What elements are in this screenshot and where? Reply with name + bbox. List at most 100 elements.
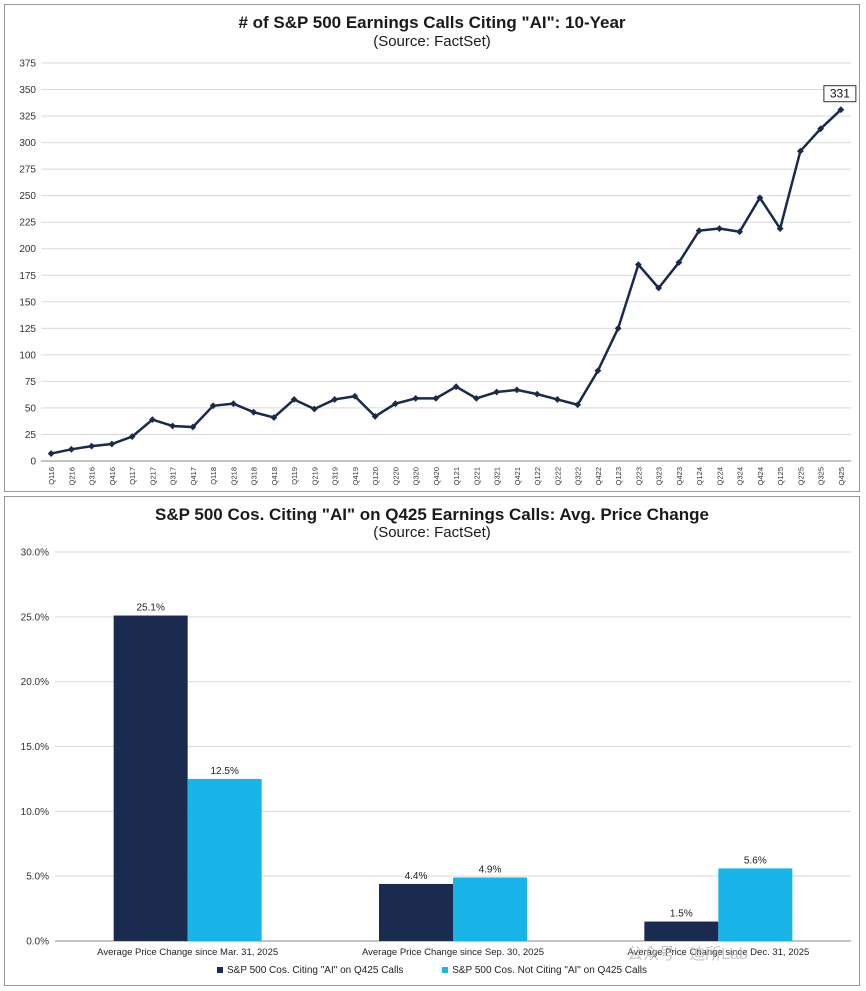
y-tick-label: 200 xyxy=(19,244,36,255)
bar-chart: 0.0% 5.0% 10.0% 15.0% 20.0% 25.0% 30.0% 25.1% 12… xyxy=(21,548,851,958)
x-tick-label: Q422 xyxy=(594,467,603,485)
data-point xyxy=(634,261,642,269)
bar-chart-subtitle: (Source: FactSet) xyxy=(373,524,491,541)
y-tick-label: 0 xyxy=(30,457,36,468)
data-point xyxy=(250,408,258,416)
data-point xyxy=(391,400,399,408)
data-point xyxy=(371,413,379,420)
data-point xyxy=(736,228,744,236)
x-tick-label: Q324 xyxy=(736,467,745,485)
bar-value-label: 12.5% xyxy=(210,766,238,777)
data-point xyxy=(553,396,561,403)
x-category-label: Average Price Change since Sep. 30, 2025 xyxy=(362,947,544,958)
y-tick-label: 100 xyxy=(19,350,36,361)
bar-value-label: 5.6% xyxy=(744,855,767,866)
annotation-box xyxy=(823,85,857,103)
x-tick-label: Q316 xyxy=(88,467,97,485)
x-tick-label: Q124 xyxy=(695,467,704,485)
x-tick-label: Q219 xyxy=(310,467,319,485)
y-tick-label: 20.0% xyxy=(21,677,49,688)
data-point xyxy=(574,401,582,409)
y-tick-label: 50 xyxy=(25,403,37,414)
legend-swatch-not-citing xyxy=(442,967,449,974)
data-point xyxy=(756,194,764,202)
x-tick-label: Q322 xyxy=(574,467,583,485)
bar-chart-panel: S&P 500 Cos. Citing "AI" on Q425 Earning… xyxy=(4,496,860,986)
watermark: 公众号 · 迪所Lab xyxy=(627,946,748,963)
y-tick-label: 375 xyxy=(19,59,36,70)
bar-value-label: 4.4% xyxy=(405,871,428,882)
y-tick-label: 75 xyxy=(25,377,37,388)
x-tick-label: Q318 xyxy=(250,467,259,485)
data-point xyxy=(513,386,521,394)
x-tick-label: Q116 xyxy=(47,467,56,485)
x-tick-label: Q416 xyxy=(108,467,117,485)
x-tick-label: Q419 xyxy=(351,467,360,485)
x-tick-label: Q223 xyxy=(634,467,643,485)
bar-chart-title: S&P 500 Cos. Citing "AI" on Q425 Earning… xyxy=(155,505,709,524)
data-point xyxy=(128,433,136,440)
x-tick-label: Q224 xyxy=(715,467,724,485)
data-point xyxy=(270,414,278,421)
data-point xyxy=(108,440,116,448)
x-tick-label: Q423 xyxy=(675,467,684,485)
bar-value-label: 4.9% xyxy=(479,864,502,875)
bar xyxy=(113,615,188,941)
line-chart-title: # of S&P 500 Earnings Calls Citing "AI":… xyxy=(238,13,626,32)
data-point xyxy=(47,450,55,457)
data-point xyxy=(310,405,318,413)
data-point xyxy=(290,396,298,403)
bar xyxy=(187,778,262,941)
data-point xyxy=(432,394,440,402)
x-tick-label: Q117 xyxy=(128,467,137,485)
y-tick-label: 275 xyxy=(19,165,36,176)
bar xyxy=(718,868,793,941)
y-tick-label: 10.0% xyxy=(21,807,49,818)
data-point xyxy=(675,259,683,266)
bar xyxy=(379,883,453,941)
data-point xyxy=(776,225,784,232)
line-chart: 0 25 50 75 100 125 150 175 200 225 250 275 300 325 350… xyxy=(19,59,857,485)
x-tick-label: Q119 xyxy=(290,467,299,485)
bar-value-label: 25.1% xyxy=(136,603,164,614)
x-tick-label: Q221 xyxy=(472,467,481,485)
data-point xyxy=(88,442,96,450)
y-tick-label: 300 xyxy=(19,138,36,149)
y-tick-label: 25 xyxy=(25,430,37,441)
y-tick-label: 30.0% xyxy=(21,548,49,559)
x-tick-label: Q222 xyxy=(553,467,562,485)
y-tick-label: 350 xyxy=(19,85,36,96)
x-tick-label: Q125 xyxy=(776,467,785,485)
data-point xyxy=(655,284,663,292)
x-tick-label: Q321 xyxy=(493,467,502,485)
x-tick-label: Q220 xyxy=(391,467,400,485)
x-tick-label: Q216 xyxy=(67,467,76,485)
data-point xyxy=(412,394,420,402)
line-chart-subtitle: (Source: FactSet) xyxy=(373,33,491,50)
y-tick-label: 250 xyxy=(19,191,36,202)
x-tick-label: Q425 xyxy=(837,467,846,485)
legend-label-not-citing: S&P 500 Cos. Not Citing "AI" on Q425 Cal… xyxy=(452,965,648,976)
x-tick-label: Q121 xyxy=(452,467,461,485)
data-point xyxy=(614,324,622,332)
x-tick-label: Q323 xyxy=(655,467,664,485)
x-tick-label: Q218 xyxy=(229,467,238,485)
data-point xyxy=(695,227,703,235)
x-tick-label: Q320 xyxy=(412,467,421,485)
y-tick-label: 150 xyxy=(19,297,36,308)
y-tick-label: 15.0% xyxy=(21,742,49,753)
legend-swatch-citing xyxy=(216,967,223,974)
y-tick-label: 125 xyxy=(19,324,36,335)
x-tick-label: Q319 xyxy=(331,467,340,485)
data-point xyxy=(209,402,217,410)
data-point xyxy=(189,423,197,431)
legend-item-not-citing: S&P 500 Cos. Not Citing "AI" on Q425 Cal… xyxy=(442,965,647,976)
y-tick-label: 5.0% xyxy=(26,872,49,883)
legend-label-citing: S&P 500 Cos. Citing "AI" on Q425 Calls xyxy=(226,965,404,976)
data-point xyxy=(715,225,723,232)
bar-value-label: 1.5% xyxy=(670,909,693,920)
x-tick-label: Q420 xyxy=(432,467,441,485)
y-tick-label: 175 xyxy=(19,271,36,282)
x-tick-label: Q217 xyxy=(148,467,157,485)
line-chart-panel: # of S&P 500 Earnings Calls Citing "AI":… xyxy=(4,4,860,492)
